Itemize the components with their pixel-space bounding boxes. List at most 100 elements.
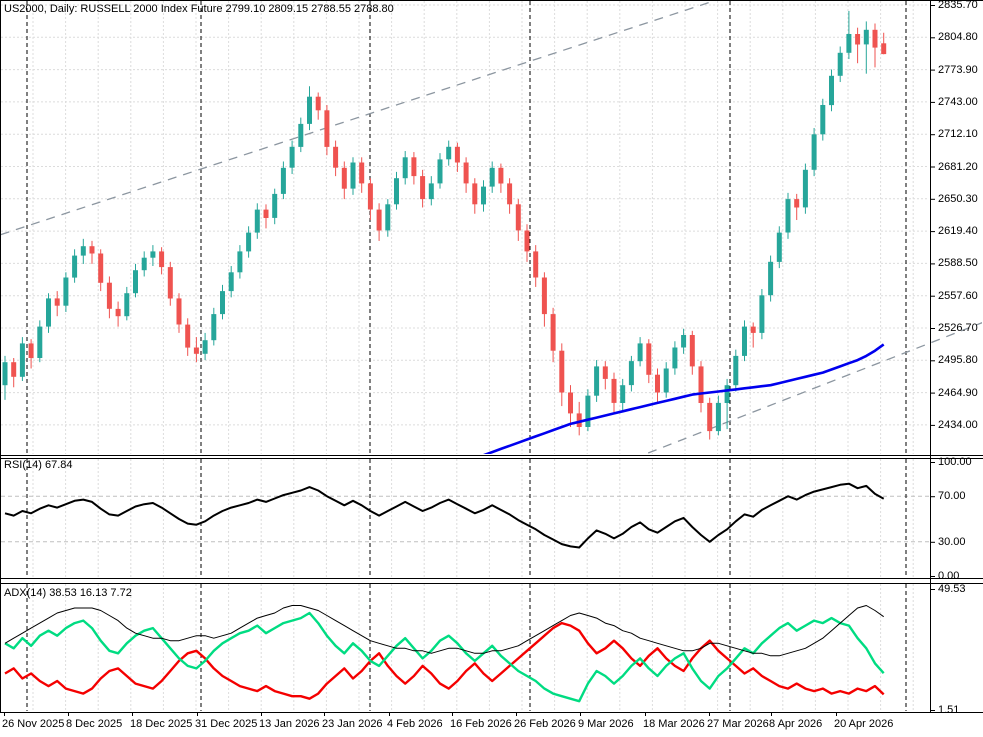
candle (646, 343, 652, 375)
price-axis-label: 2773.90 (938, 63, 978, 76)
candle (254, 209, 260, 233)
adx-line (4, 605, 884, 657)
candle (141, 257, 147, 271)
adx-axis-label: 49.53 (938, 583, 966, 595)
candle (72, 255, 78, 278)
candle (768, 261, 774, 296)
candle (2, 362, 8, 386)
candle (298, 123, 304, 147)
candle (341, 167, 347, 189)
candle (585, 395, 591, 427)
price-axis-label: 2495.80 (938, 354, 978, 367)
candle (246, 232, 252, 252)
time-axis-label: 27 Mar 2026 (707, 718, 769, 730)
rsi-axis-label: 0.00 (938, 570, 960, 582)
candle (655, 374, 660, 393)
candle (437, 159, 443, 184)
price-axis-label: 2434.00 (938, 418, 978, 431)
time-axis-label: 8 Dec 2025 (66, 718, 123, 730)
candle (515, 204, 521, 231)
candles (2, 10, 887, 440)
candle (576, 413, 582, 427)
candle (420, 176, 426, 200)
candle (237, 251, 243, 273)
candle (402, 157, 408, 179)
candle (324, 110, 330, 147)
price-axis-label: 2804.80 (938, 31, 978, 44)
candle (376, 209, 382, 231)
candle (454, 146, 460, 163)
candle (89, 246, 95, 254)
candle (872, 29, 878, 48)
candle (19, 343, 25, 377)
candle (333, 146, 339, 168)
candle (663, 368, 669, 393)
rsi-axis-label: 30.00 (938, 535, 966, 548)
candle (54, 298, 60, 306)
candle (63, 277, 69, 306)
lower-channel-trendline (643, 322, 982, 454)
candle (307, 96, 312, 124)
panel-borders (0, 0, 983, 713)
candle (228, 272, 234, 292)
upper-channel-trendline (1, 1, 716, 236)
candle (498, 167, 504, 184)
price-axis-label: 2526.70 (938, 322, 978, 334)
candle (715, 402, 721, 432)
candle (98, 253, 104, 283)
candle (707, 402, 713, 432)
plus-di-line (4, 611, 885, 703)
candle (811, 134, 817, 170)
candle (724, 385, 730, 403)
candle (11, 362, 17, 377)
candle (159, 251, 165, 268)
time-axis-label: 26 Nov 2025 (2, 718, 65, 730)
rsi-line (4, 482, 885, 549)
candle (489, 167, 495, 187)
candle (637, 343, 643, 362)
candle (602, 366, 608, 379)
time-axis-label: 16 Feb 2026 (450, 718, 512, 730)
candle (28, 343, 34, 358)
price-axis-label: 2712.10 (938, 128, 978, 141)
month-separators (26, 1, 907, 711)
rsi-indicator-label: RSI(14) 67.84 (4, 459, 73, 471)
price-axis-label: 2743.00 (938, 95, 978, 108)
candle (802, 169, 808, 208)
candle (776, 232, 782, 262)
candle (742, 326, 747, 356)
candle (689, 335, 695, 367)
candle (524, 230, 530, 252)
time-axis-label: 13 Jan 2026 (259, 718, 320, 730)
candle (533, 251, 539, 278)
candle (628, 361, 634, 386)
candle (446, 146, 452, 160)
candle (211, 314, 217, 341)
time-axis-label: 26 Feb 2026 (514, 718, 576, 730)
candle (759, 295, 765, 333)
candle (481, 186, 486, 205)
candle (463, 162, 469, 184)
adx-axis-label: 1.51 (938, 704, 960, 716)
price-axis-label: 2619.40 (938, 225, 978, 238)
candle (46, 298, 51, 327)
candle (855, 34, 861, 45)
candle (568, 392, 573, 414)
minus-di-line (4, 621, 885, 700)
candle (837, 52, 843, 76)
chart-title: US2000, Daily: RUSSELL 2000 Index Future… (4, 3, 394, 15)
rsi-axis-label: 100.00 (938, 456, 972, 468)
candle (472, 183, 478, 205)
candle (541, 277, 547, 315)
candle (150, 251, 156, 258)
candle (193, 347, 199, 354)
candle (280, 167, 286, 194)
trendlines[interactable] (1, 0, 983, 465)
price-axis-label: 2835.70 (938, 0, 978, 11)
candle (202, 340, 208, 354)
candle (272, 193, 278, 218)
candle (220, 291, 225, 315)
candle (785, 199, 791, 233)
candle (359, 162, 365, 184)
time-axis-label: 23 Jan 2026 (322, 718, 383, 730)
